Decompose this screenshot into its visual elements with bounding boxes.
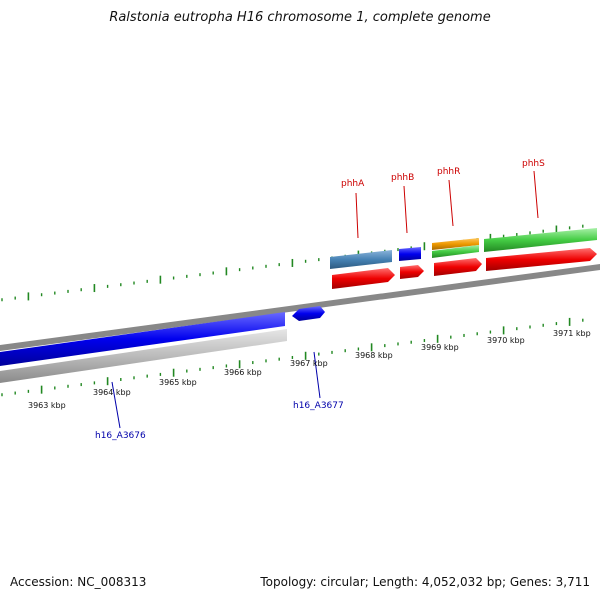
scale-label-3966: 3966 kbp [224,368,262,377]
scale-label-3967: 3967 kbp [290,359,328,368]
scale-label-3964: 3964 kbp [93,388,131,397]
leader-h16-A3676 [111,381,121,429]
scale-label-3971: 3971 kbp [553,329,591,338]
gene-phhS-green[interactable] [484,228,597,252]
scale-label-3969: 3969 kbp [421,343,459,352]
leader-phhR [448,179,454,227]
gene-phhA-red[interactable] [332,268,395,289]
accession-text: Accession: NC_008313 [10,575,147,589]
lower-tick-row [1,317,584,397]
label-phhB: phhB [391,173,414,183]
label-h16-A3677: h16_A3677 [293,401,344,411]
gene-phhR-orange[interactable] [432,238,479,250]
gene-h16-A3676-blue[interactable] [0,312,285,366]
gene-phhR-green[interactable] [432,245,479,258]
gene-phhB-red[interactable] [400,265,424,279]
gene-h16-A3677-blue[interactable] [292,306,325,321]
scale-label-3968: 3968 kbp [355,351,393,360]
label-phhR: phhR [437,167,460,177]
leader-phhB [403,185,408,234]
label-h16-A3676: h16_A3676 [95,431,146,441]
scale-label-3965: 3965 kbp [159,378,197,387]
label-phhA: phhA [341,179,365,189]
gene-phhS-red[interactable] [486,248,597,271]
gene-phhR-red[interactable] [434,258,482,276]
leader-h16-A3677 [313,351,321,399]
topology-text: Topology: circular; Length: 4,052,032 bp… [260,575,590,589]
leader-phhA [355,192,359,239]
gene-phhB-blue[interactable] [399,247,421,261]
gene-h16-A3676-gray[interactable] [0,329,287,383]
gene-phhA-steelblue[interactable] [330,250,392,269]
scale-label-3970: 3970 kbp [487,336,525,345]
backbone-strand [0,264,600,351]
scale-label-3963: 3963 kbp [28,401,66,410]
map-title: Ralstonia eutropha H16 chromosome 1, com… [109,10,491,25]
label-phhS: phhS [522,159,545,169]
leader-phhS [533,170,539,219]
